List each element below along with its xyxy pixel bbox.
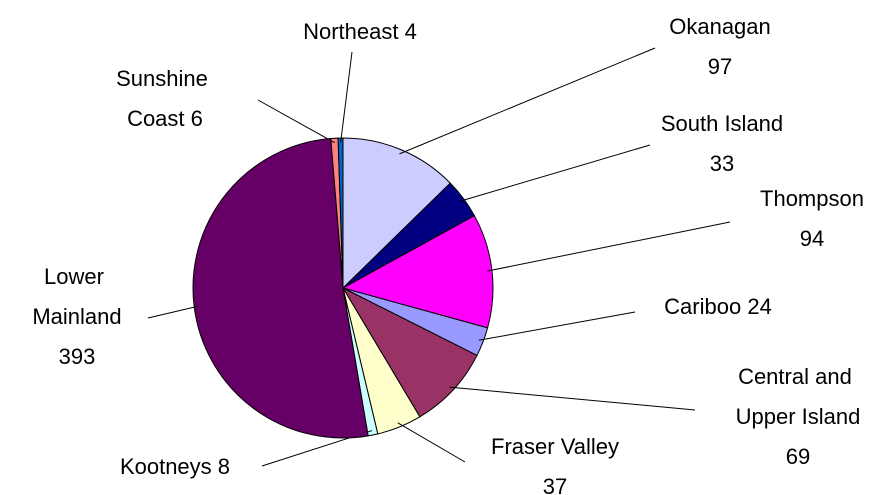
value-label: 4: [405, 19, 417, 44]
label-line: Sunshine: [116, 66, 214, 91]
category-label: Fraser Valley: [491, 434, 619, 459]
category-label: Kootneys: [120, 454, 212, 479]
label-line: South Island: [661, 111, 783, 136]
leader-line: [147, 305, 199, 319]
value-label: 393: [59, 344, 96, 369]
value-label: 8: [218, 454, 230, 479]
data-label: Cariboo 24: [664, 294, 772, 319]
data-label: Northeast 4: [303, 19, 417, 44]
data-label: Sunshine Coast 6: [116, 66, 214, 131]
label-line: Upper Island: [736, 404, 861, 429]
value-label: 24: [747, 294, 771, 319]
leader-line: [487, 221, 731, 272]
label-line: Kootneys: [120, 454, 212, 479]
value-label: 94: [800, 226, 824, 251]
leader-line: [257, 99, 335, 144]
category-label: Northeast: [303, 19, 398, 44]
data-label: Fraser Valley 37: [491, 434, 619, 495]
category-label: Sunshine Coast: [116, 66, 214, 131]
pie-slice: [341, 286, 478, 418]
value-label: 97: [708, 54, 732, 79]
label-line: Northeast: [303, 19, 398, 44]
label-line: Lower: [44, 264, 110, 289]
value-label: 37: [543, 474, 567, 495]
label-line: Coast: [127, 106, 184, 131]
label-line: Okanagan: [669, 14, 771, 39]
value-label: 69: [786, 444, 810, 469]
category-label: Cariboo: [664, 294, 741, 319]
leader-line: [459, 144, 651, 202]
data-label: Thompson 94: [760, 186, 864, 251]
label-line: Fraser Valley: [491, 434, 619, 459]
data-label: Central and Upper Island 69: [736, 364, 861, 469]
pie-slice: [342, 137, 451, 290]
data-label: Kootneys 8: [120, 454, 230, 479]
leader-line: [340, 51, 353, 143]
leader-line: [399, 47, 656, 155]
data-label: Okanagan 97: [669, 14, 771, 79]
value-label: 33: [710, 151, 734, 176]
category-label: Lower Mainland: [32, 264, 121, 329]
leader-line: [397, 422, 466, 463]
category-label: Thompson: [760, 186, 864, 211]
data-label: Lower Mainland 393: [32, 264, 121, 369]
leader-line: [478, 311, 636, 341]
label-line: Mainland: [32, 304, 121, 329]
category-label: Central and Upper Island: [736, 364, 861, 429]
category-label: South Island: [661, 111, 783, 136]
category-label: Okanagan: [669, 14, 771, 39]
leader-line: [449, 386, 696, 411]
label-line: Thompson: [760, 186, 864, 211]
value-label: 6: [191, 106, 203, 131]
label-line: Cariboo: [664, 294, 741, 319]
data-label: South Island 33: [661, 111, 783, 176]
label-line: Central and: [738, 364, 858, 389]
